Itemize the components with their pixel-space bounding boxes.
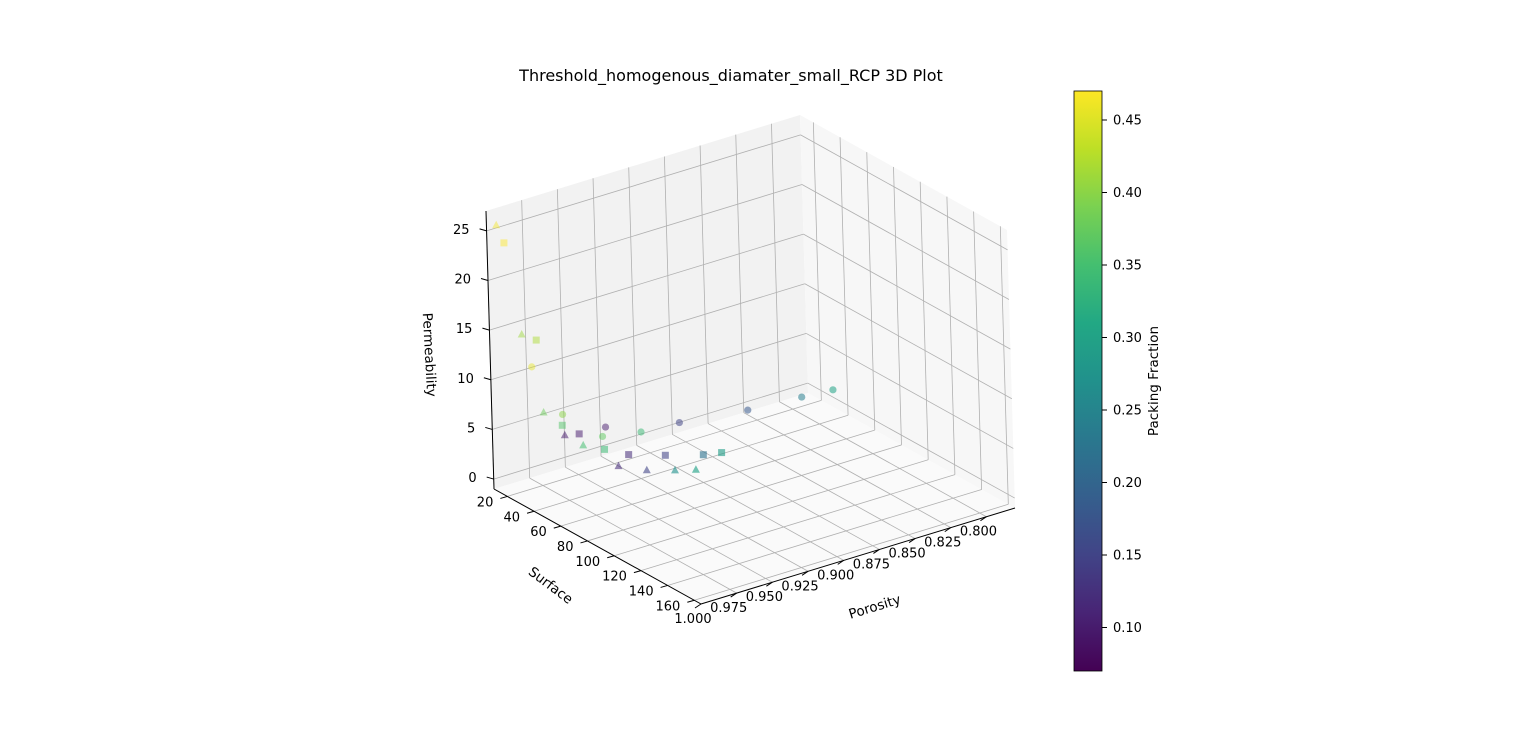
colorbar-tick-label: 0.15 bbox=[1113, 549, 1142, 564]
x-tick-label: 0.925 bbox=[781, 579, 818, 594]
data-point-square bbox=[500, 239, 508, 247]
colorbar-tick-label: 0.10 bbox=[1113, 621, 1142, 636]
data-point-square bbox=[625, 451, 633, 459]
y-axis-label: Surface bbox=[525, 564, 576, 608]
data-point-circle bbox=[829, 386, 837, 394]
data-point-triangle bbox=[560, 430, 569, 439]
data-point-circle bbox=[528, 363, 536, 371]
z-tick-label: 10 bbox=[457, 372, 474, 387]
data-point-triangle bbox=[671, 465, 679, 474]
scatter-points bbox=[492, 220, 837, 474]
x-tick-label: 0.875 bbox=[853, 557, 890, 572]
data-point-circle bbox=[601, 423, 610, 431]
data-point-square bbox=[661, 451, 669, 459]
x-tick-label: 0.825 bbox=[924, 536, 961, 551]
colorbar-tick-label: 0.45 bbox=[1113, 114, 1142, 129]
y-tick-label: 60 bbox=[530, 525, 547, 540]
z-tick-label: 5 bbox=[467, 421, 475, 436]
y-tick-label: 80 bbox=[557, 540, 574, 555]
x-tick-label: 0.800 bbox=[960, 525, 997, 540]
data-point-square bbox=[558, 421, 566, 429]
x-tick-label: 0.850 bbox=[888, 547, 925, 562]
data-point-triangle bbox=[642, 465, 651, 474]
x-tick-label: 0.900 bbox=[817, 568, 854, 583]
data-point-triangle bbox=[492, 220, 501, 229]
y-tick-label: 140 bbox=[629, 584, 654, 599]
z-tick-label: 25 bbox=[453, 223, 470, 238]
data-point-circle bbox=[558, 410, 567, 419]
colorbar-ticks: 0.10 0.15 0.20 0.25 0.30 0.35 0.40 0.45 bbox=[1102, 114, 1142, 636]
x-axis-label: Porosity bbox=[847, 592, 903, 623]
tick-labels: 1.0000.9750.9500.9250.9000.8750.8500.825… bbox=[453, 223, 997, 627]
x-tick-label: 1.000 bbox=[674, 612, 711, 627]
z-tick-label: 15 bbox=[456, 322, 473, 337]
data-point-circle bbox=[744, 406, 752, 414]
x-tick-label: 0.975 bbox=[710, 601, 747, 616]
colorbar-tick-label: 0.40 bbox=[1113, 186, 1142, 201]
data-point-square bbox=[699, 451, 707, 459]
colorbar-tick-label: 0.30 bbox=[1113, 331, 1142, 346]
y-tick-label: 160 bbox=[655, 599, 680, 614]
data-point-square bbox=[601, 445, 609, 453]
data-point-triangle bbox=[579, 440, 588, 449]
data-point-square bbox=[575, 430, 583, 438]
data-point-triangle bbox=[614, 461, 623, 470]
axes-panes bbox=[486, 115, 1015, 604]
y-tick-label: 120 bbox=[602, 570, 627, 585]
x-tick-label: 0.950 bbox=[746, 590, 783, 605]
floor-pane bbox=[494, 393, 1015, 604]
data-point-square bbox=[532, 336, 540, 344]
y-tick-label: 100 bbox=[575, 555, 600, 570]
chart-title: Threshold_homogenous_diamater_small_RCP … bbox=[518, 66, 943, 86]
data-point-triangle bbox=[539, 408, 548, 416]
colorbar-label: Packing Fraction bbox=[1146, 326, 1162, 436]
z-axis-label: Permeability bbox=[419, 312, 439, 397]
data-point-circle bbox=[798, 393, 806, 401]
y-tick-label: 40 bbox=[504, 510, 521, 525]
axis-lines bbox=[485, 210, 1016, 605]
colorbar-tick-label: 0.35 bbox=[1113, 259, 1142, 274]
colorbar-tick-label: 0.20 bbox=[1113, 476, 1142, 491]
z-tick-label: 20 bbox=[454, 273, 471, 288]
back-pane bbox=[486, 115, 808, 489]
y-tick-label: 20 bbox=[477, 495, 494, 510]
data-point-circle bbox=[675, 418, 683, 427]
data-point-circle bbox=[637, 428, 645, 436]
data-point-square bbox=[718, 449, 726, 457]
z-tick-label: 0 bbox=[468, 471, 476, 486]
data-point-triangle bbox=[691, 465, 700, 473]
data-point-circle bbox=[598, 432, 607, 441]
data-point-triangle bbox=[517, 330, 526, 338]
colorbar bbox=[1073, 90, 1103, 672]
colorbar-tick-label: 0.25 bbox=[1113, 404, 1142, 419]
